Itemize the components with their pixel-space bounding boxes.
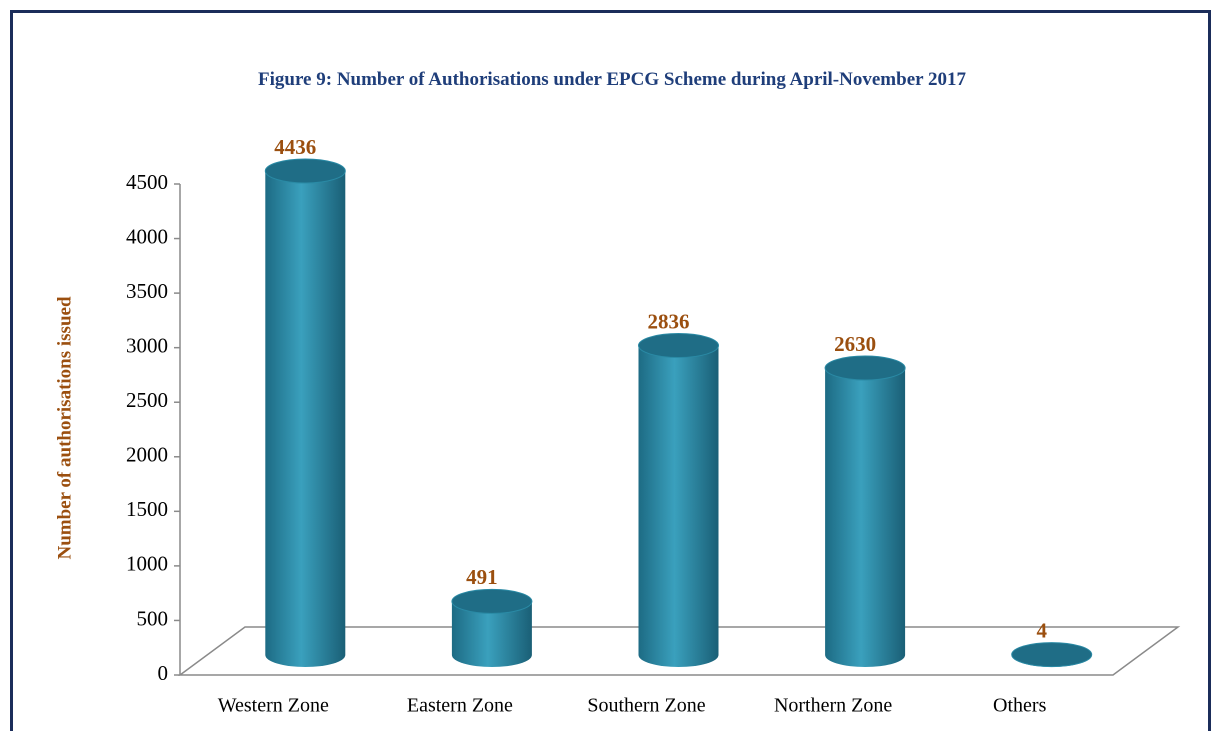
chart-title: Figure 9: Number of Authorisations under…: [258, 69, 966, 90]
y-axis-label: Number of authorisations issued: [54, 296, 75, 559]
y-tick-label: 1500: [126, 497, 168, 521]
x-tick-label: Northern Zone: [774, 695, 892, 717]
x-tick-label: Others: [993, 695, 1047, 717]
y-tick-label: 2000: [126, 443, 168, 467]
x-tick-label: Southern Zone: [587, 695, 705, 717]
data-label: 4436: [274, 135, 316, 159]
y-tick-label: 3000: [126, 333, 168, 357]
y-tick-label: 2500: [126, 388, 168, 412]
bar-top: [451, 588, 533, 614]
bar: [638, 345, 719, 667]
bar-top: [638, 333, 719, 359]
bar-top: [264, 158, 346, 184]
y-tick-label: 4500: [126, 170, 168, 194]
data-label: 4: [1036, 618, 1047, 642]
x-tick-label: Western Zone: [218, 695, 329, 717]
floor: [177, 626, 1181, 676]
data-label: 491: [466, 565, 498, 589]
data-label: 2630: [834, 332, 876, 356]
bar: [825, 368, 906, 667]
bar: [265, 170, 346, 668]
frame: [10, 10, 1211, 731]
y-tick-label: 4000: [126, 224, 168, 248]
bar-top: [824, 355, 906, 381]
y-tick-label: 500: [137, 606, 169, 630]
data-label: 2836: [648, 309, 690, 333]
y-tick-label: 1000: [126, 552, 168, 576]
bar: [451, 601, 532, 667]
bar-top: [1011, 642, 1093, 668]
y-tick-label: 3500: [126, 279, 168, 303]
x-tick-label: Eastern Zone: [407, 695, 513, 717]
y-tick-label: 0: [158, 661, 169, 685]
